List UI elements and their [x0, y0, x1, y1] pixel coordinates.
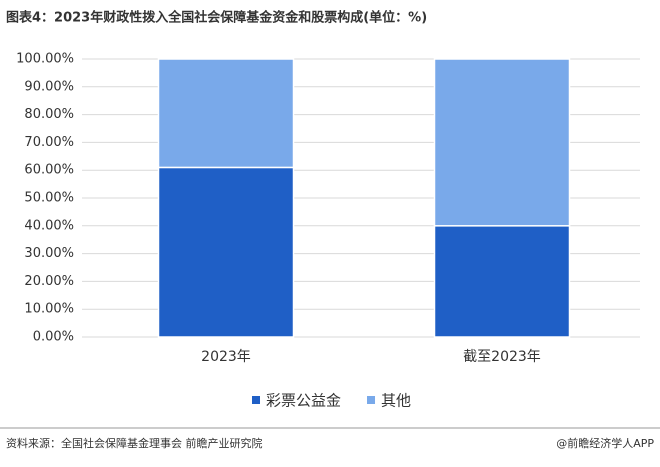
y-tick-label: 30.00% — [24, 246, 74, 261]
x-tick-label: 2023年 — [201, 349, 251, 365]
chart-title: 图表4：2023年财政性拨入全国社会保障基金资金和股票构成(单位：%) — [6, 10, 427, 26]
legend-marker — [252, 396, 260, 404]
bar-segment — [433, 225, 571, 338]
bar-segment — [433, 58, 571, 227]
x-tick-label: 截至2023年 — [463, 349, 541, 365]
legend-label: 其他 — [381, 392, 411, 410]
y-tick-label: 80.00% — [24, 107, 74, 122]
bar-segment — [157, 166, 295, 338]
legend-label: 彩票公益金 — [266, 392, 341, 410]
y-tick-label: 90.00% — [24, 79, 74, 94]
y-tick-label: 20.00% — [24, 274, 74, 289]
y-tick-label: 50.00% — [24, 191, 74, 206]
legend-marker — [367, 396, 376, 404]
y-tick-label: 40.00% — [24, 218, 74, 233]
y-tick-label: 10.00% — [24, 302, 74, 317]
bar-segment — [157, 58, 295, 169]
y-tick-label: 70.00% — [24, 135, 74, 150]
y-tick-label: 0.00% — [33, 330, 74, 345]
y-tick-label: 100.00% — [16, 52, 74, 67]
footer-brand: @前瞻经济学人APP — [556, 436, 654, 450]
source: 资料来源：全国社会保障基金理事会 前瞻产业研究院 — [6, 436, 263, 450]
y-tick-label: 60.00% — [24, 163, 74, 178]
